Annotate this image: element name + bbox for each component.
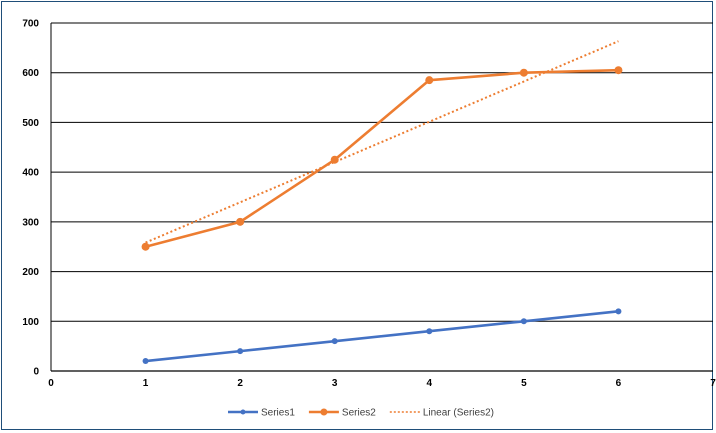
legend-marker-series1 [240,409,246,415]
point-series2-1 [236,217,245,226]
legend-label-series1: Series1 [261,408,295,419]
point-series1-4 [520,318,527,325]
x-tick-label-5: 5 [521,378,527,389]
x-tick-label-3: 3 [332,378,338,389]
point-series2-0 [141,242,150,251]
point-series2-2 [330,155,339,164]
point-series1-0 [142,358,149,365]
series-line-series2 [145,68,619,248]
y-tick-label-3: 300 [22,217,39,228]
series-line-series1 [145,310,619,363]
y-tick-label-0: 0 [33,367,39,378]
y-tick-label-2: 200 [22,267,39,278]
x-tick-label-4: 4 [427,378,433,389]
point-series2-4 [519,68,528,77]
y-tick-label-5: 500 [22,118,39,129]
y-tick-label-6: 600 [22,68,39,79]
x-tick-label-2: 2 [237,378,243,389]
y-tick-label-7: 700 [22,19,39,30]
y-tick-label-4: 400 [22,168,39,179]
legend-label-series2: Series2 [342,408,376,419]
point-series2-3 [425,76,434,85]
x-tick-label-1: 1 [143,378,149,389]
legend-marker-series2 [320,408,328,416]
legend-label-trendline: Linear (Series2) [423,408,494,419]
point-series1-3 [426,328,433,335]
point-series1-5 [615,308,622,315]
x-tick-label-6: 6 [616,378,622,389]
point-series1-2 [331,338,338,345]
trendline-series2 [145,40,619,244]
x-tick-label-0: 0 [48,378,54,389]
x-tick-label-7: 7 [710,378,716,389]
point-series1-1 [237,348,244,355]
y-tick-label-1: 100 [22,317,39,328]
point-series2-5 [614,66,623,75]
